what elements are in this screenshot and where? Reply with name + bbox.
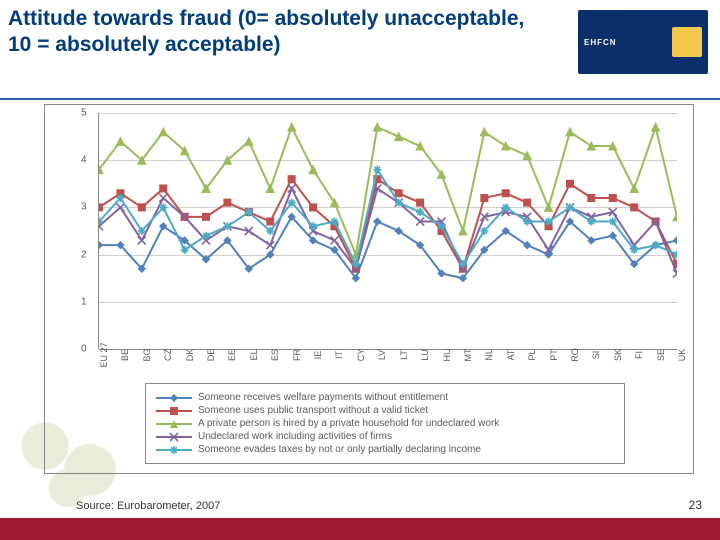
marker-taxes [416,208,424,216]
marker-transport [203,213,210,220]
legend-label: Someone evades taxes by not or only part… [198,444,481,455]
marker-welfare [374,218,381,225]
marker-transport [631,204,638,211]
legend-label: Someone uses public transport without a … [198,405,428,416]
marker-transport [310,204,317,211]
series-line-transport [99,179,677,269]
marker-transport [395,190,402,197]
marker-taxes [373,166,381,174]
legend-marker [156,406,192,416]
marker-household [288,123,296,131]
marker-household [116,137,124,145]
legend-marker [156,393,192,403]
marker-household [159,128,167,136]
marker-welfare [674,237,678,244]
marker-household [416,142,424,150]
slide: Attitude towards fraud (0= absolutely un… [0,0,720,540]
legend-label: Undeclared work including activities of … [198,431,392,442]
marker-taxes [566,203,574,211]
marker-taxes [330,218,338,226]
legend-label: A private person is hired by a private h… [198,418,499,429]
chart-container: 012345EU 27BEBGCZDKDEEEELESFRIEITCYLVLTL… [44,104,694,474]
logo-badge [672,27,702,57]
legend-label: Someone receives welfare payments withou… [198,392,448,403]
marker-transport [138,204,145,211]
header-rule [0,98,720,100]
marker-firms [330,236,338,244]
legend: Someone receives welfare payments withou… [145,383,625,464]
marker-transport [160,185,167,192]
legend-marker [156,432,192,442]
marker-household [309,166,317,174]
marker-household [373,123,381,131]
marker-transport [609,194,616,201]
legend-row-firms: Undeclared work including activities of … [156,431,614,442]
marker-transport [417,199,424,206]
legend-marker [156,419,192,429]
legend-row-welfare: Someone receives welfare payments withou… [156,392,614,403]
marker-firms [138,236,146,244]
marker-transport [502,190,509,197]
marker-transport [524,199,531,206]
marker-household [630,185,638,193]
series-line-welfare [99,217,677,278]
marker-transport [481,194,488,201]
marker-household [566,128,574,136]
marker-taxes [587,218,595,226]
chart-svg [99,113,677,353]
marker-household [523,151,531,159]
marker-household [545,203,553,211]
y-tick-label: 4 [81,155,87,166]
logo-text: EHFCN [584,38,617,47]
marker-household [673,213,677,221]
marker-taxes [630,246,638,254]
marker-household [245,137,253,145]
marker-taxes [480,227,488,235]
y-tick-label: 2 [81,249,87,260]
legend-marker [156,445,192,455]
marker-household [395,133,403,141]
y-tick-label: 5 [81,108,87,119]
marker-firms [116,203,124,211]
legend-row-transport: Someone uses public transport without a … [156,405,614,416]
marker-firms [159,194,167,202]
marker-taxes [438,222,446,230]
marker-transport [288,176,295,183]
marker-taxes [502,203,510,211]
y-tick-label: 3 [81,202,87,213]
source-text: Source: Eurobarometer, 2007 [76,500,220,512]
footer-bar [0,518,720,540]
marker-household [480,128,488,136]
marker-transport [224,199,231,206]
marker-taxes [288,199,296,207]
marker-transport [566,180,573,187]
slide-title: Attitude towards fraud (0= absolutely un… [8,6,548,59]
marker-transport [588,194,595,201]
marker-taxes [459,260,467,268]
marker-taxes [352,260,360,268]
marker-taxes [545,218,553,226]
plot-area: 012345EU 27BEBGCZDKDEEEELESFRIEITCYLVLTL… [99,113,677,349]
legend-row-taxes: Someone evades taxes by not or only part… [156,444,614,455]
x-tick-label: UK [677,349,687,362]
marker-transport [99,204,103,211]
marker-taxes [609,218,617,226]
legend-row-household: A private person is hired by a private h… [156,418,614,429]
page-number: 23 [689,498,702,512]
marker-household [459,227,467,235]
marker-transport [267,218,274,225]
marker-household [266,185,274,193]
ehfcn-logo: EHFCN [578,10,708,74]
marker-taxes [395,199,403,207]
marker-welfare [99,242,103,249]
marker-taxes [652,241,660,249]
y-tick-label: 0 [81,344,87,355]
y-tick-label: 1 [81,296,87,307]
marker-household [652,123,660,131]
